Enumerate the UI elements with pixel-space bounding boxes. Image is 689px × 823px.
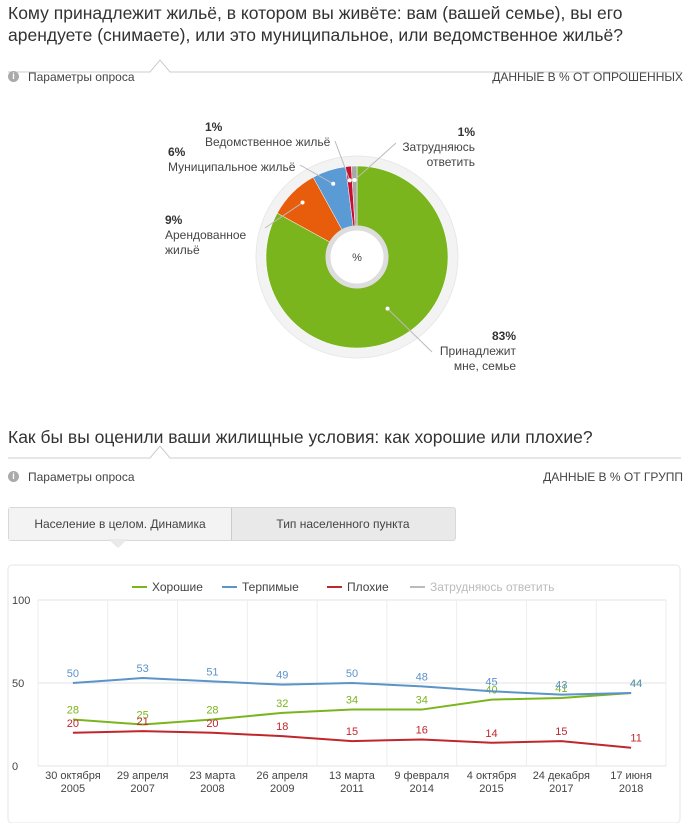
- info-icon: i: [8, 471, 19, 482]
- pie-value-label: 1%: [457, 125, 475, 139]
- pie-category: Принадлежит мне, семье: [439, 344, 516, 373]
- y-tick-label: 100: [12, 595, 30, 607]
- leader-dot: [385, 306, 390, 311]
- section-divider: [8, 445, 681, 459]
- section-divider: [8, 59, 681, 73]
- pie-category: Арендованное жильё: [165, 228, 247, 257]
- pie-label: 1% Ведомственное жильё: [205, 120, 340, 150]
- data-label: 50: [346, 668, 358, 680]
- x-tick-label: 26 апреля 2009: [256, 770, 309, 795]
- line-title: Как бы вы оценили ваши жилищные условия:…: [8, 427, 593, 447]
- pie-label: 9% Арендованное жильё: [165, 213, 265, 258]
- leader-dot: [331, 181, 336, 186]
- data-label: 18: [276, 721, 288, 733]
- pie-category: Затрудняюсь ответить: [402, 140, 475, 169]
- data-label: 28: [67, 705, 79, 717]
- x-tick-label: 23 марта 2008: [189, 770, 236, 795]
- legend-label: Плохие: [347, 580, 389, 594]
- tab[interactable]: Тип населенного пункта: [276, 517, 410, 531]
- pie-value-label: 9%: [165, 213, 183, 227]
- leader-line: [299, 164, 334, 185]
- series-line: [72, 730, 632, 749]
- tab[interactable]: Население в целом. Динамика: [9, 508, 232, 540]
- data-label: 21: [137, 716, 149, 728]
- pie-label: 1% Затрудняюсь ответить: [400, 125, 475, 170]
- pie-category: Муниципальное жильё: [168, 160, 296, 174]
- data-label: 44: [630, 678, 642, 690]
- x-tick-label: 13 марта 2011: [329, 770, 375, 795]
- data-label: 25: [137, 710, 149, 722]
- x-tick-label: 24 декабря 2017: [532, 770, 590, 795]
- pie-title: Кому принадлежит жильё, в котором вы жив…: [8, 3, 623, 45]
- legend-label: Затрудняюсь ответить: [430, 580, 554, 594]
- leader-dot: [352, 178, 357, 183]
- line-chart: 0 50 100 Хорошие Терпимые Плохие Затрудняюсь о…: [12, 580, 667, 773]
- data-label: 15: [555, 726, 567, 738]
- x-tick-label: 4 октября 2015: [466, 770, 517, 795]
- data-label: 50: [67, 668, 79, 680]
- data-label: 44: [630, 678, 642, 690]
- data-label: 34: [346, 695, 358, 707]
- pie-value-label: 6%: [168, 145, 186, 159]
- legend-label: Хорошие: [152, 580, 203, 594]
- y-tick-label: 0: [12, 761, 18, 773]
- pie-hole: [325, 225, 389, 289]
- data-label: 20: [206, 718, 218, 730]
- pie-category: Ведомственное жильё: [205, 135, 331, 149]
- leader-line: [354, 142, 397, 181]
- x-tick-label: 30 октября 2005: [45, 770, 101, 795]
- data-label: 49: [276, 670, 288, 682]
- pie-label: 83% Принадлежит мне, семье: [420, 329, 516, 374]
- pie-center-label: %: [352, 252, 362, 264]
- pie-value-label: 83%: [491, 329, 516, 343]
- leader-dot: [300, 200, 305, 205]
- data-label: 15: [346, 726, 358, 738]
- data-label: 51: [206, 666, 218, 678]
- pie-chart: %: [255, 140, 459, 359]
- survey-params[interactable]: Параметры опроса: [28, 470, 135, 484]
- legend-label: Терпимые: [242, 580, 299, 594]
- series-line: [72, 691, 632, 726]
- pie-value-label: 1%: [205, 120, 223, 134]
- leader-dot: [347, 178, 352, 183]
- series-line: [72, 677, 632, 696]
- x-tick-label: 9 февраля 2014: [394, 770, 450, 795]
- data-label: 34: [416, 695, 428, 707]
- chart-panel: [7, 564, 681, 823]
- x-tick-label: 29 апреля 2007: [116, 770, 169, 795]
- info-icon: i: [8, 71, 19, 82]
- survey-params[interactable]: Параметры опроса: [28, 70, 135, 84]
- data-label: 48: [416, 671, 428, 683]
- data-note: ДАННЫЕ В % ОТ ГРУПП: [543, 470, 683, 484]
- data-label: 14: [485, 728, 497, 740]
- leader-line: [334, 140, 351, 181]
- pie-label: 6% Муниципальное жильё: [168, 145, 303, 175]
- y-tick-label: 50: [12, 678, 24, 690]
- tab-pointer: [108, 539, 128, 548]
- x-tick-label: 17 июня 2018: [610, 770, 652, 795]
- data-label: 43: [555, 680, 567, 692]
- data-label: 20: [67, 718, 79, 730]
- data-label: 32: [276, 698, 288, 710]
- data-label: 16: [416, 724, 428, 736]
- leader-line: [387, 308, 433, 353]
- data-label: 11: [630, 733, 641, 745]
- data-note: ДАННЫЕ В % ОТ ОПРОШЕННЫХ: [492, 70, 683, 84]
- data-label: 53: [137, 663, 149, 675]
- leader-line: [264, 202, 303, 229]
- data-label: 41: [555, 683, 567, 695]
- data-label: 45: [485, 676, 497, 688]
- data-label: 28: [206, 705, 218, 717]
